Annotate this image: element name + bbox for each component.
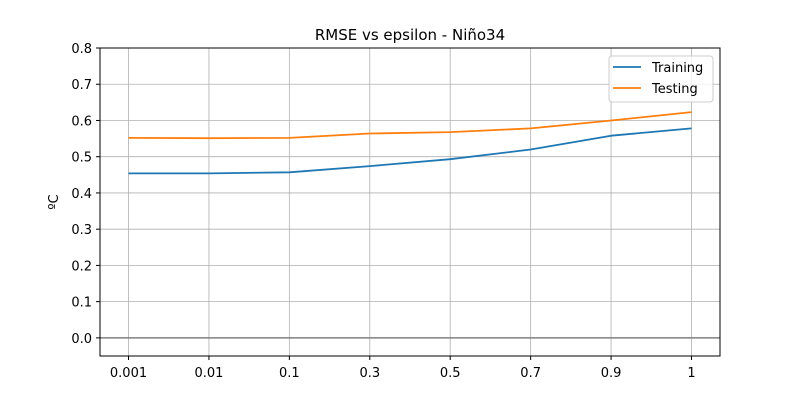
y-tick-label: 0.1 — [71, 296, 92, 311]
y-tick-label: 0.8 — [71, 42, 92, 57]
series-line-testing — [128, 111, 692, 140]
series-line-training — [128, 127, 692, 175]
x-tick-label: 1 — [687, 366, 695, 381]
y-tick-label: 0.7 — [71, 78, 92, 93]
y-tick-label: 0.4 — [71, 187, 92, 202]
y-tick-label: 0.0 — [71, 332, 92, 347]
y-tick-label: 0.6 — [71, 114, 92, 129]
x-tick-label: 0.01 — [194, 366, 223, 381]
chart-title: RMSE vs epsilon - Niño34 — [315, 26, 505, 44]
plot-area-frame — [99, 47, 721, 357]
y-tick-label: 0.2 — [71, 259, 92, 274]
y-tick-label: 0.5 — [71, 151, 92, 166]
series-group — [128, 111, 692, 175]
legend-label: Training — [651, 61, 703, 76]
y-tick-label: 0.3 — [71, 223, 92, 238]
legend: Training Testing — [608, 55, 714, 103]
x-tick-label: 0.5 — [440, 366, 461, 381]
x-axis: 0.001 0.01 0.1 0.3 0.5 0.7 0.9 1 — [110, 356, 696, 381]
y-axis-label: ºC — [47, 194, 62, 209]
x-tick-label: 0.9 — [601, 366, 622, 381]
legend-label: Testing — [651, 82, 698, 97]
x-tick-label: 0.3 — [359, 366, 380, 381]
x-tick-label: 0.001 — [110, 366, 147, 381]
x-tick-label: 0.7 — [520, 366, 541, 381]
y-axis: 0.0 0.1 0.2 0.3 0.4 0.5 0.6 0.7 0.8 — [71, 42, 100, 347]
x-tick-label: 0.1 — [279, 366, 300, 381]
